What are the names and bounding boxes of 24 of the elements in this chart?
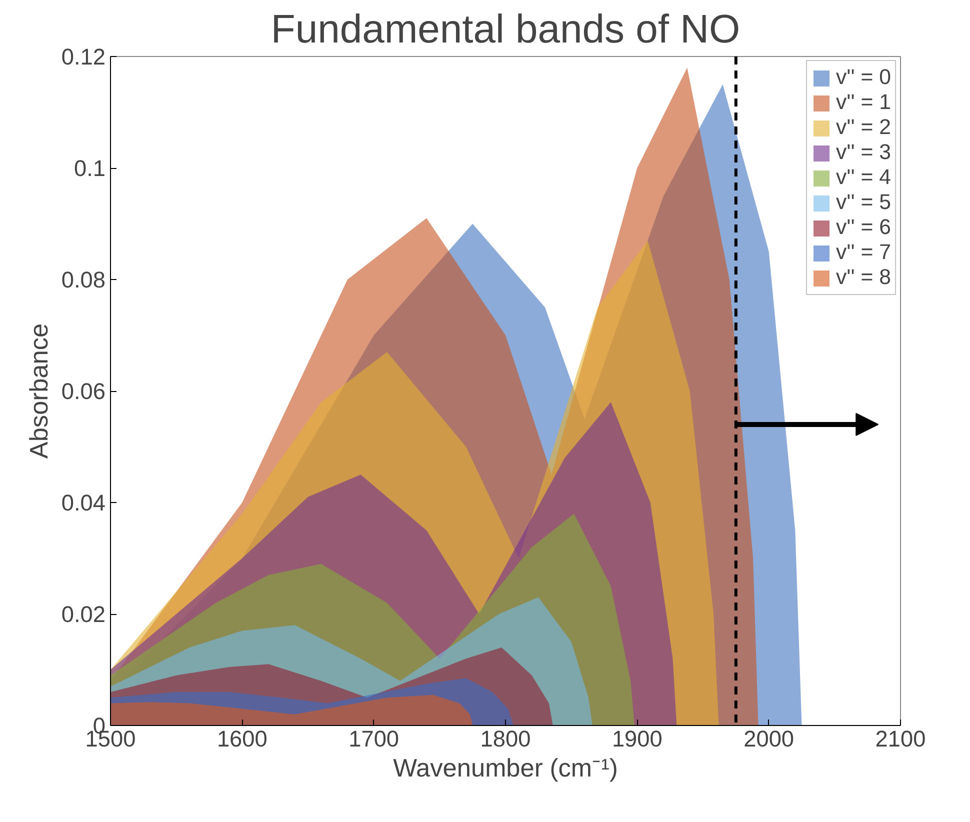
- legend-label: v'' = 8: [836, 265, 891, 290]
- x-tick-label: 2100: [875, 726, 926, 752]
- y-tick-label: 0.02: [61, 601, 106, 627]
- x-tick-label: 2000: [744, 726, 794, 752]
- legend-label: v'' = 2: [836, 115, 891, 140]
- legend-label: v'' = 7: [836, 240, 891, 265]
- legend-label: v'' = 3: [836, 140, 891, 165]
- y-tick-label: 0.1: [74, 155, 106, 181]
- y-axis-title: Absorbance: [25, 323, 54, 459]
- y-tick-label: 0.12: [61, 44, 106, 70]
- x-tick-label: 1900: [612, 726, 662, 752]
- legend-label: v'' = 1: [836, 90, 891, 115]
- chart-title: Fundamental bands of NO: [270, 8, 740, 52]
- y-tick-label: 0.08: [61, 266, 106, 292]
- legend-label: v'' = 5: [836, 190, 891, 215]
- x-tick-label: 1800: [480, 726, 531, 752]
- x-tick-label: 1700: [348, 726, 400, 752]
- legend-label: v'' = 0: [836, 65, 891, 90]
- x-tick-label: 1600: [216, 726, 268, 752]
- x-axis-title: Wavenumber (cm⁻¹): [393, 754, 618, 782]
- legend-label: v'' = 6: [836, 215, 891, 240]
- legend-label: v'' = 4: [836, 165, 891, 190]
- y-tick-label: 0.04: [61, 490, 106, 516]
- y-tick-label: 0.06: [61, 378, 106, 404]
